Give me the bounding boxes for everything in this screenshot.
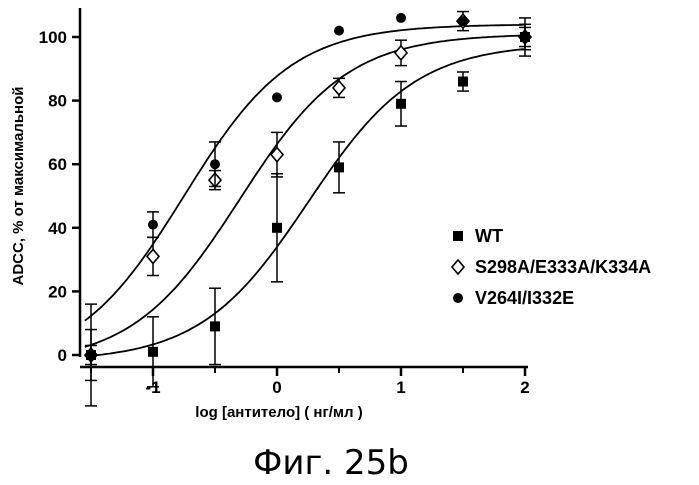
legend-label: S298A/E333A/K334A — [475, 257, 651, 277]
x-tick-label: -1 — [145, 378, 160, 397]
figure-caption: Фиг. 25b — [253, 443, 409, 483]
x-tick-label: 1 — [396, 378, 405, 397]
legend: WT S298A/E333A/K334A V264I/I332E — [452, 226, 651, 308]
legend-label: V264I/I332E — [475, 288, 574, 308]
fit-curve-WT — [85, 49, 524, 356]
plot-area — [85, 12, 531, 406]
y-tick-label: 20 — [48, 282, 67, 301]
data-point-WT — [210, 321, 220, 331]
legend-marker-S298A/E333A/K334A — [452, 260, 464, 274]
data-point-V264I/I332E — [458, 16, 468, 26]
data-point-WT — [334, 162, 344, 172]
y-tick-label: 40 — [48, 219, 67, 238]
y-tick-label: 80 — [48, 92, 67, 111]
x-axis-title: log [антитело] ( нг/мл ) — [195, 404, 362, 421]
y-axis-title: ADCC, % от максимальной — [10, 86, 27, 285]
data-point-WT — [272, 223, 282, 233]
data-point-V264I/I332E — [148, 220, 158, 230]
data-point-V264I/I332E — [396, 13, 406, 23]
y-axis: 0 20 40 60 80 100 — [39, 8, 80, 365]
data-point-V264I/I332E — [334, 26, 344, 36]
data-point-V264I/I332E — [86, 350, 96, 360]
data-point-V264I/I332E — [210, 159, 220, 169]
data-point-V264I/I332E — [520, 32, 530, 42]
x-tick-label: 2 — [520, 378, 529, 397]
legend-marker-V264I/I332E — [453, 293, 463, 303]
y-tick-label: 60 — [48, 155, 67, 174]
y-tick-label: 0 — [58, 346, 67, 365]
y-tick-label: 100 — [39, 28, 67, 47]
data-point-WT — [458, 77, 468, 87]
x-axis: -1 0 1 2 — [80, 367, 530, 397]
legend-marker-WT — [453, 231, 463, 241]
legend-label: WT — [475, 226, 503, 246]
x-tick-label: 0 — [272, 378, 281, 397]
fit-curve-V264I/I332E — [85, 25, 524, 321]
data-point-WT — [148, 347, 158, 357]
data-point-V264I/I332E — [272, 92, 282, 102]
data-point-WT — [396, 99, 406, 109]
